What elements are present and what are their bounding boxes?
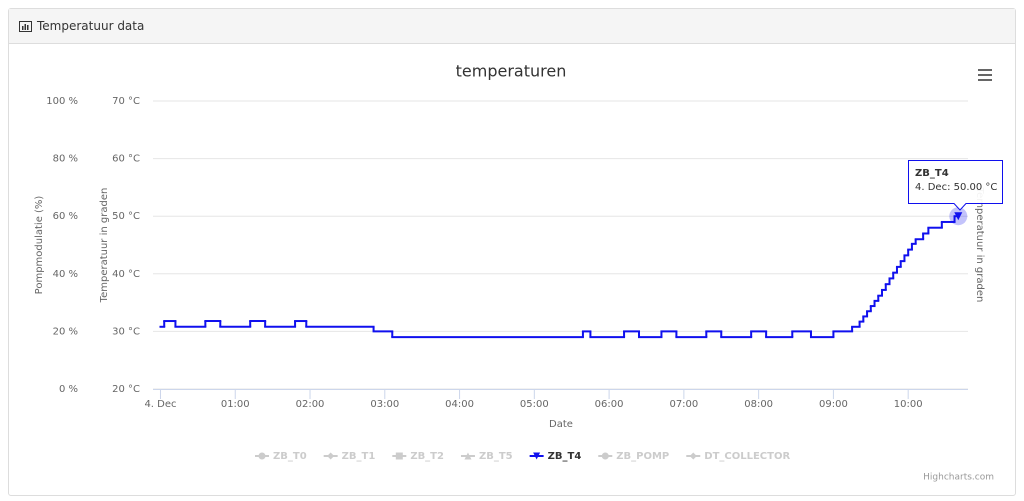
legend-item[interactable]: DT_COLLECTOR [686,451,790,462]
panel: Temperatuur data [8,8,1016,496]
right-axis-title: Temperatuur in graden [974,187,985,303]
menu-button[interactable] [978,69,992,81]
legend-item[interactable]: ZB_T5 [460,451,513,462]
legend-label: DT_COLLECTOR [704,451,790,462]
y-tick-label: 20 °C [112,384,140,395]
x-tick-label: 02:00 [296,399,325,410]
x-axis-title: Date [549,419,573,430]
legend-item[interactable]: ZB_T4 [529,451,582,462]
tooltip-text: 4. Dec: 50.00 °C [915,182,997,193]
legend-item[interactable]: ZB_T1 [323,451,376,462]
x-tick-label: 10:00 [894,399,923,410]
tooltip: ZB_T4 4. Dec: 50.00 °C [908,160,1003,211]
x-tick-label: 06:00 [595,399,624,410]
legend-symbol [533,452,541,460]
tooltip-title: ZB_T4 [915,168,949,179]
y2-tick-label: 0 % [59,384,78,395]
point-marker [954,212,963,221]
chart-title: temperaturen [456,62,567,81]
x-tick-label: 4. Dec [144,399,176,410]
legend-symbol [258,452,266,460]
x-tick-label: 07:00 [669,399,698,410]
y2-tick-label: 80 % [53,154,78,165]
legend-item[interactable]: ZB_T0 [255,451,307,462]
y-tick-label: 30 °C [112,326,140,337]
y2-tick-label: 20 % [53,326,78,337]
legend-item[interactable]: ZB_T2 [392,451,444,462]
legend-symbol [395,452,403,460]
y-tick-label: 60 °C [112,154,140,165]
series-line [159,215,960,339]
x-tick-label: 09:00 [819,399,848,410]
tooltip-box [908,160,1003,211]
legend-label: ZB_T1 [342,451,376,462]
x-tick-label: 04:00 [445,399,474,410]
x-tick-label: 03:00 [370,399,399,410]
y-tick-label: 70 °C [112,96,140,107]
x-tick-label: 05:00 [520,399,549,410]
legend-label: ZB_T4 [548,451,582,462]
x-tick-label: 08:00 [744,399,773,410]
y2-tick-label: 40 % [53,269,78,280]
panel-heading: Temperatuur data [9,9,1015,44]
legend-label: ZB_T0 [273,451,307,462]
legend-item[interactable]: ZB_POMP [598,451,669,462]
legend-label: ZB_POMP [616,451,669,462]
y2-tick-label: 60 % [53,211,78,222]
credits[interactable]: Highcharts.com [923,473,994,483]
x-tick-label: 01:00 [221,399,250,410]
y2-axis-title: Pompmodulatie (%) [34,196,45,295]
y-tick-label: 40 °C [112,269,140,280]
legend-symbol [464,452,472,460]
y2-tick-label: 100 % [46,96,78,107]
legend-label: ZB_T2 [410,451,444,462]
chart-icon [19,20,32,32]
legend-label: ZB_T5 [479,451,513,462]
y-tick-label: 50 °C [112,211,140,222]
y-axis-title: Temperatuur in graden [99,188,110,304]
legend-symbol [327,452,335,460]
panel-title: Temperatuur data [37,19,145,33]
legend-symbol [601,452,609,460]
legend-symbol [689,452,697,460]
